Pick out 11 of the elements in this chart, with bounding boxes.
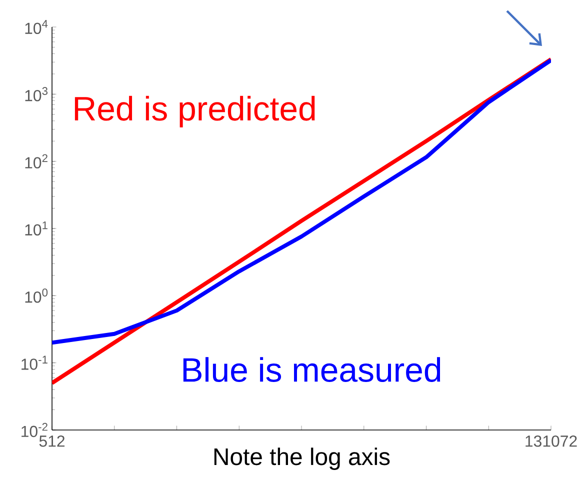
y-tick-label: 10$^{1}$ [25,221,48,236]
y-tick-label: 10$^{2}$ [25,154,48,168]
y-tick-label: 10$^{-1}$ [22,356,48,370]
y-tick-label: 10$^{4}$ [25,20,48,34]
series-label: Blue is measured [183,357,440,382]
x-axis-title: Note the log axis [214,448,390,470]
y-tick-label: 10$^{3}$ [25,87,48,102]
text: Red is predicted [74,96,315,128]
y-tick-label: 10$^{0}$ [25,288,48,303]
x-tick-label: 131072 [526,436,577,447]
x-tick-label: 512 [39,436,65,447]
